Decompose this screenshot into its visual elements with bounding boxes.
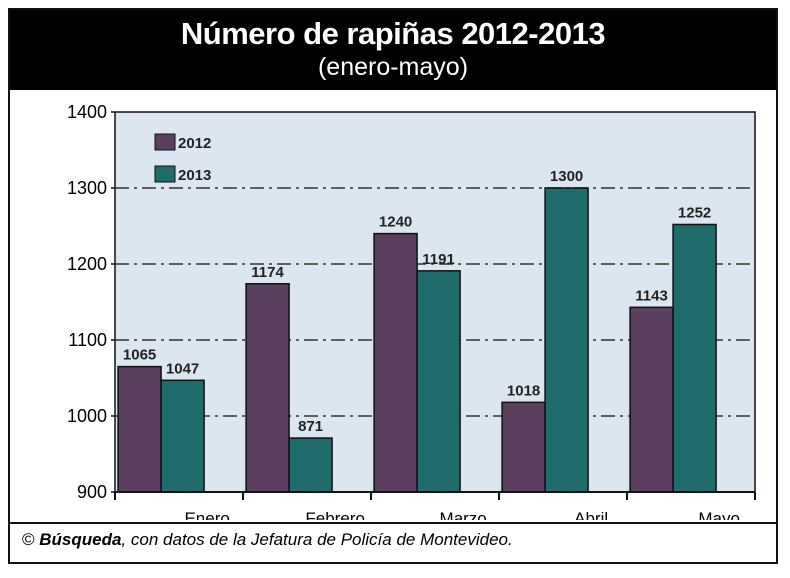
legend-swatch-2012 — [154, 133, 176, 151]
y-tick-label: 1100 — [68, 330, 107, 350]
data-label: 1252 — [678, 204, 711, 221]
x-tick-label: Febrero — [305, 509, 365, 520]
chart-frame: Número de rapiñas 2012-2013 (enero-mayo)… — [8, 8, 778, 564]
data-label: 1240 — [379, 214, 412, 231]
x-tick-label: Mayo — [698, 509, 740, 520]
y-axis-ticks: 900 1000 1100 1200 1300 1400 — [67, 102, 115, 502]
source-credit: © Búsqueda, con datos de la Jefatura de … — [22, 530, 513, 550]
copyright-symbol: © — [22, 530, 35, 549]
legend-label: 2013 — [178, 167, 211, 184]
data-label: 1174 — [251, 264, 284, 281]
x-tick-label: Abril — [574, 509, 608, 520]
bar-2012-mayo — [629, 306, 674, 493]
data-label: 871 — [298, 418, 323, 435]
x-axis-labels: Enero Febrero Marzo Abril Mayo — [114, 492, 756, 520]
bar-2013-febrero — [288, 437, 333, 493]
bar-2012-enero — [117, 365, 162, 493]
x-tick-label: Enero — [184, 509, 229, 520]
y-tick-label: 1200 — [67, 254, 107, 274]
data-label: 1065 — [123, 347, 156, 364]
chart-subtitle: (enero-mayo) — [317, 53, 469, 81]
bar-2013-abril — [544, 187, 589, 493]
bar-2013-mayo — [672, 223, 717, 493]
data-label: 1143 — [635, 287, 668, 304]
bar-2013-enero — [160, 379, 205, 493]
data-label: 1191 — [422, 251, 455, 268]
y-tick-label: 1300 — [67, 178, 107, 198]
legend-label: 2012 — [178, 135, 211, 152]
bar-2013-marzo — [416, 270, 461, 493]
x-tick-label: Marzo — [440, 509, 487, 520]
source-description: , con datos de la Jefatura de Policía de… — [121, 530, 513, 549]
legend: 2012 2013 — [154, 133, 211, 184]
y-tick-label: 1400 — [67, 102, 107, 122]
source-publication: Búsqueda — [39, 530, 122, 549]
bar-2012-abril — [501, 401, 546, 493]
chart-header: Número de rapiñas 2012-2013 (enero-mayo) — [10, 10, 776, 90]
y-tick-label: 1000 — [67, 406, 107, 426]
bar-2012-marzo — [373, 232, 418, 493]
legend-swatch-2013 — [154, 165, 176, 183]
footer-divider — [10, 522, 776, 524]
y-tick-label: 900 — [77, 482, 107, 502]
chart-title: Número de rapiñas 2012-2013 — [180, 16, 606, 51]
data-label: 1300 — [550, 168, 583, 185]
bar-2012-febrero — [245, 283, 290, 493]
data-label: 1018 — [507, 382, 540, 399]
data-label: 1047 — [166, 360, 199, 377]
bars: 1065 1047 1174 871 1240 1191 1018 1300 1143 1252 — [117, 168, 717, 493]
